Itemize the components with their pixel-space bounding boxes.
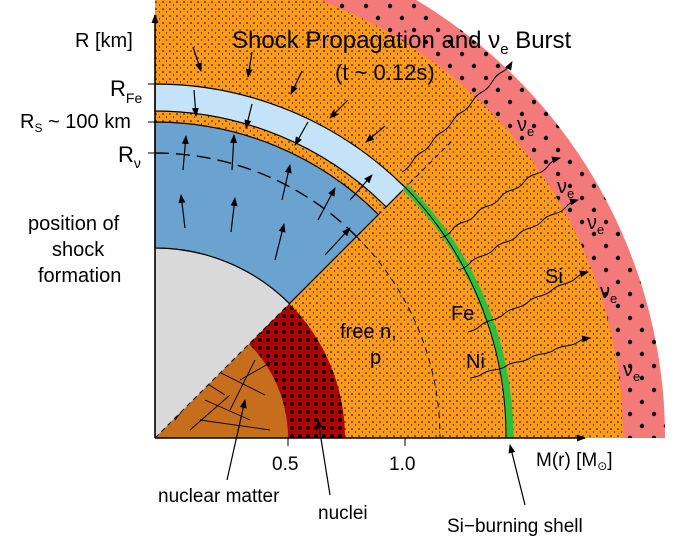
title-line-2: (t ~ 0.12s) bbox=[335, 60, 435, 85]
infall-arrows bbox=[191, 46, 386, 146]
free-np-label-2: p bbox=[370, 347, 381, 369]
shock-formation-line-1: position of bbox=[28, 213, 120, 235]
shock-formation-line-3: formation bbox=[38, 265, 121, 287]
x-axis-label: M(r) [M⊙] bbox=[536, 450, 613, 473]
diagonal-divider bbox=[154, 140, 453, 439]
ni-label: Ni bbox=[466, 351, 485, 373]
nuclei-label: nuclei bbox=[318, 503, 368, 524]
si-shell-pointer bbox=[508, 444, 526, 506]
fe-ni-outer-edge bbox=[401, 183, 507, 439]
y-axis-label: R [km] bbox=[75, 30, 133, 52]
r-s-label: RS ~ 100 km bbox=[20, 111, 131, 135]
r-nu-dashed-arc bbox=[154, 152, 357, 237]
neutrino-arrows bbox=[401, 61, 591, 379]
nuclear-matter-pointer bbox=[226, 399, 247, 481]
free-np-label-1: free n, bbox=[340, 321, 397, 343]
r-nu-label: Rν bbox=[118, 142, 141, 171]
fe-label: Fe bbox=[451, 303, 474, 325]
nuclear-matter-label: nuclear matter bbox=[158, 486, 280, 507]
nuclei-pointer bbox=[315, 419, 331, 496]
si-burning-shell-ring bbox=[402, 184, 514, 438]
neutrino-label-3: νe bbox=[587, 212, 604, 237]
r-nu-dashed-arc-lower bbox=[356, 236, 441, 439]
core-gray-region bbox=[155, 247, 290, 438]
x-tick-label-0-5: 0.5 bbox=[272, 454, 298, 475]
r-fe-label: RFe bbox=[110, 76, 142, 106]
si-label: Si bbox=[545, 266, 563, 288]
neutrino-label-5: νe bbox=[623, 359, 640, 384]
shock-formation-line-2: shock bbox=[52, 239, 105, 261]
neutrino-label-1: νe bbox=[517, 114, 534, 139]
neutrino-label-4: νe bbox=[600, 281, 617, 306]
core-boundary-dotted bbox=[154, 247, 290, 304]
si-burning-shell-label: Si−burning shell bbox=[447, 516, 583, 537]
outflow-arrows bbox=[178, 134, 373, 261]
neutrino-label-2: νe bbox=[557, 176, 574, 201]
title-line-1: Shock Propagation and νe Burst bbox=[232, 27, 572, 58]
x-tick-label-1-0: 1.0 bbox=[389, 454, 415, 475]
